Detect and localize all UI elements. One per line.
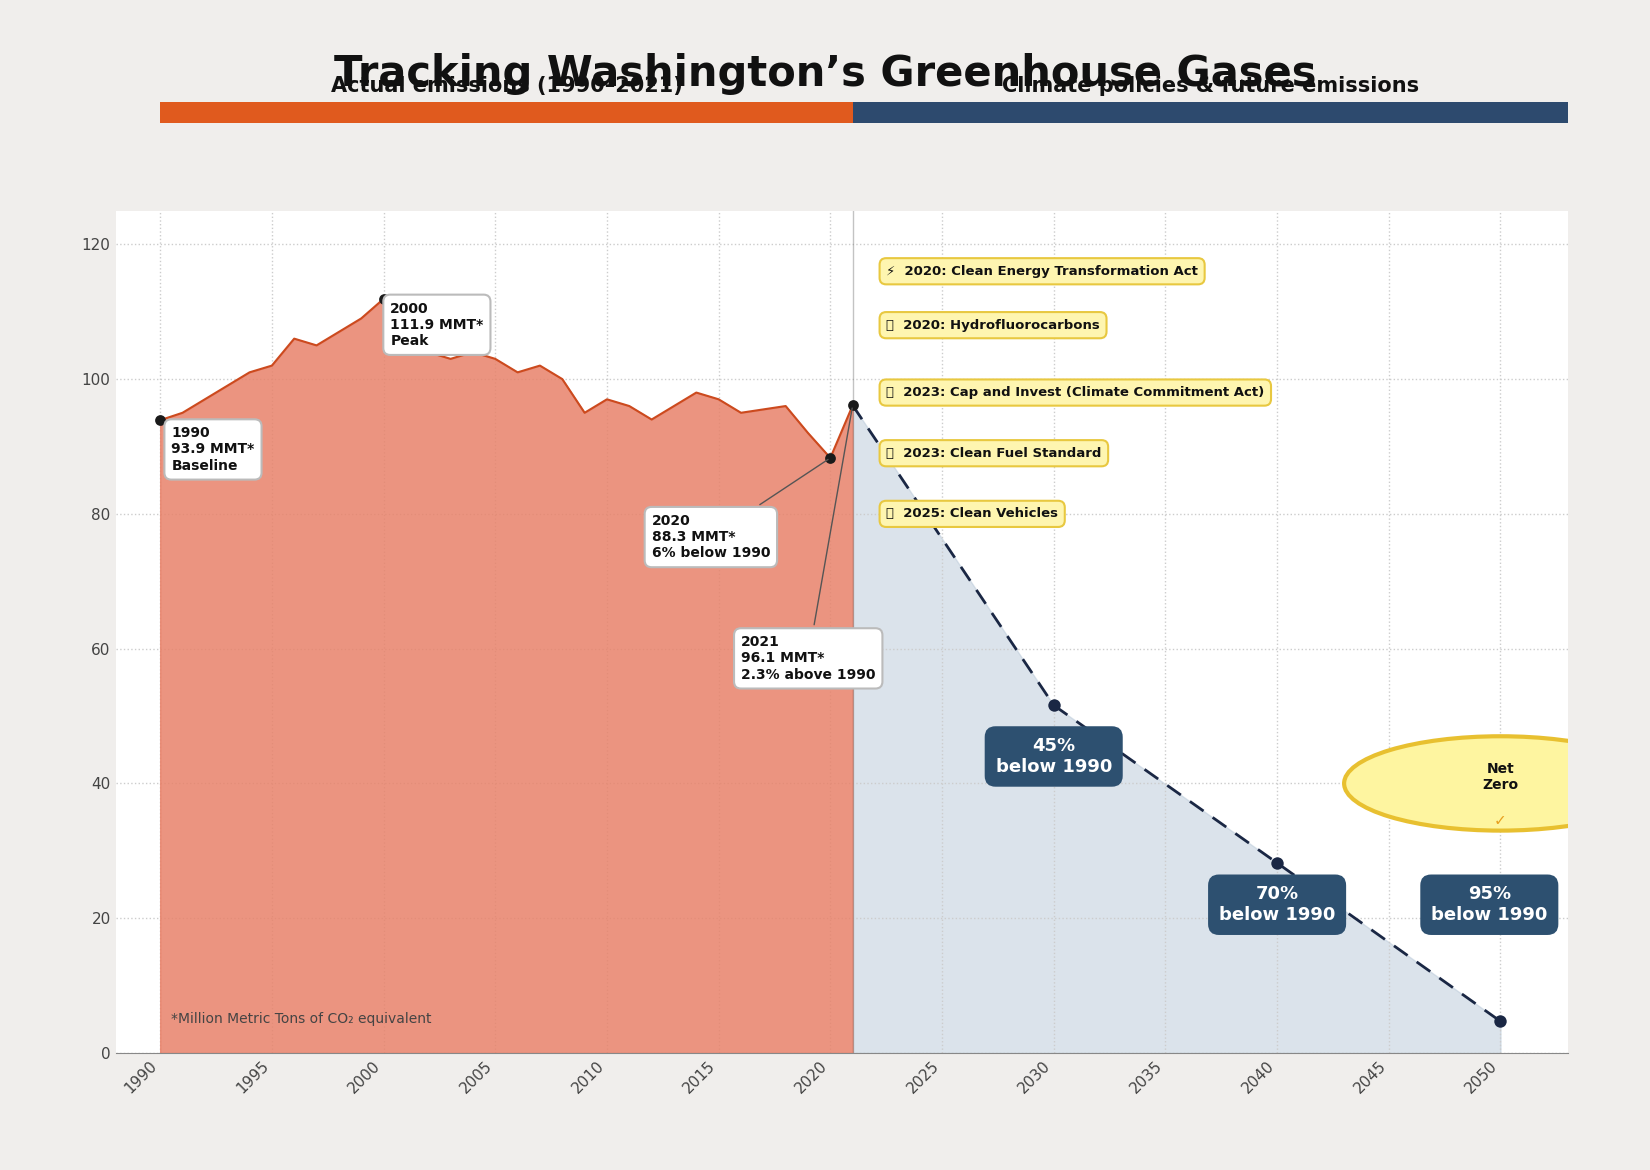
Text: 70%
below 1990: 70% below 1990	[1219, 886, 1335, 924]
Circle shape	[1345, 736, 1650, 831]
Point	[817, 448, 843, 467]
Text: *Million Metric Tons of CO₂ equivalent: *Million Metric Tons of CO₂ equivalent	[172, 1012, 432, 1026]
Text: ⚡  2020: Clean Energy Transformation Act: ⚡ 2020: Clean Energy Transformation Act	[886, 264, 1198, 277]
Text: Climate policies & future emissions: Climate policies & future emissions	[1002, 76, 1419, 96]
Text: 2000
111.9 MMT*
Peak: 2000 111.9 MMT* Peak	[391, 302, 483, 347]
Point	[147, 411, 173, 429]
Text: ✓: ✓	[1495, 813, 1506, 828]
Point	[1041, 696, 1068, 715]
Point	[1264, 854, 1290, 873]
Text: 📈  2023: Cap and Invest (Climate Commitment Act): 📈 2023: Cap and Invest (Climate Commitme…	[886, 386, 1264, 399]
Text: Net
Zero: Net Zero	[1482, 762, 1518, 792]
Point	[370, 289, 396, 308]
Point	[1487, 1012, 1513, 1031]
Text: 2021
96.1 MMT*
2.3% above 1990: 2021 96.1 MMT* 2.3% above 1990	[741, 408, 876, 682]
Point	[840, 395, 866, 414]
Text: 45%
below 1990: 45% below 1990	[995, 737, 1112, 776]
Text: 🚗  2025: Clean Vehicles: 🚗 2025: Clean Vehicles	[886, 508, 1058, 521]
Text: ⛽  2023: Clean Fuel Standard: ⛽ 2023: Clean Fuel Standard	[886, 447, 1102, 460]
Text: 95%
below 1990: 95% below 1990	[1431, 886, 1548, 924]
Text: 1990
93.9 MMT*
Baseline: 1990 93.9 MMT* Baseline	[172, 426, 254, 473]
Text: 🌍  2020: Hydrofluorocarbons: 🌍 2020: Hydrofluorocarbons	[886, 318, 1101, 331]
Text: Tracking Washington’s Greenhouse Gases: Tracking Washington’s Greenhouse Gases	[333, 53, 1317, 95]
Text: Actual emissions (1990–2021): Actual emissions (1990–2021)	[330, 76, 683, 96]
Text: 2020
88.3 MMT*
6% below 1990: 2020 88.3 MMT* 6% below 1990	[652, 460, 828, 560]
